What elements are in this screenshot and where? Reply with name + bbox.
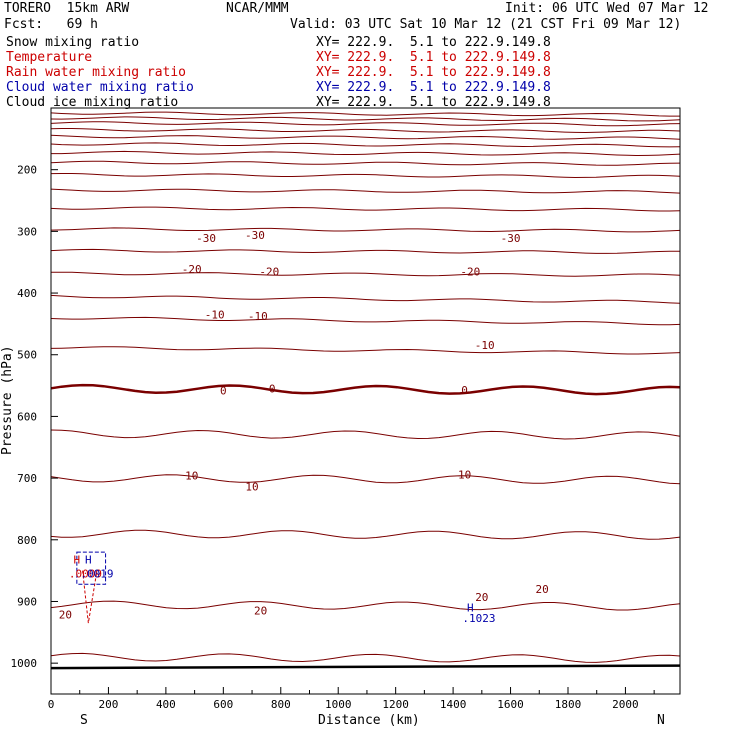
y-tick-label: 1000 bbox=[11, 657, 38, 670]
contour-label: 20 bbox=[536, 583, 549, 596]
y-tick-label: 900 bbox=[17, 595, 37, 608]
isotherm-line bbox=[50, 294, 681, 304]
y-tick-label: 200 bbox=[17, 164, 37, 177]
isotherm-line bbox=[50, 652, 681, 663]
isotherm-line bbox=[50, 116, 681, 122]
extremum-marker: .1023 bbox=[462, 612, 495, 625]
cloud-contour bbox=[76, 551, 107, 585]
x-tick-label: 400 bbox=[156, 698, 176, 711]
extremum-marker: .0009 bbox=[69, 568, 102, 581]
legend-snow: Snow mixing ratio bbox=[6, 35, 140, 50]
contour-label-group: -30 -30 -30 -20 -20 -20 -10 -10 -10 0 0 0 10 10 10 20 20… bbox=[59, 229, 549, 625]
y-tick-label: 700 bbox=[17, 472, 37, 485]
isotherm-line bbox=[50, 111, 680, 117]
extremum-marker: .0019 bbox=[80, 568, 113, 581]
x-tick-label: 0 bbox=[48, 698, 55, 711]
header-center: NCAR/MMM bbox=[226, 1, 289, 16]
contour-label: 20 bbox=[475, 591, 488, 604]
contour-label: 0 bbox=[220, 385, 227, 398]
y-axis-label: Pressure (hPa) bbox=[0, 345, 15, 455]
legend-temp: Temperature bbox=[6, 50, 93, 65]
isotherm-line bbox=[50, 142, 681, 148]
contour-label: -30 bbox=[501, 232, 521, 245]
contour-label: 10 bbox=[185, 470, 198, 483]
y-tick-label: 400 bbox=[17, 287, 37, 300]
contour-label: -10 bbox=[475, 339, 495, 352]
x-tick-label: 1600 bbox=[497, 698, 524, 711]
isotherm-line bbox=[50, 429, 681, 440]
x-tick-label: 600 bbox=[213, 698, 233, 711]
extremum-marker: H bbox=[467, 602, 474, 615]
legend-cloud-ice-xy: XY= 222.9. 5.1 to 222.9.149.8 bbox=[316, 95, 551, 110]
isotherm-line bbox=[50, 316, 681, 326]
contour-label: 10 bbox=[245, 481, 258, 494]
isotherm-line bbox=[50, 346, 681, 355]
y-tick-label: 800 bbox=[17, 534, 37, 547]
x-tick-label: 1200 bbox=[382, 698, 409, 711]
legend-temp-xy: XY= 222.9. 5.1 to 222.9.149.8 bbox=[316, 50, 551, 65]
y-tick-label: 500 bbox=[17, 349, 37, 362]
x-tick-label: 800 bbox=[271, 698, 291, 711]
x-tick-label: 2000 bbox=[612, 698, 639, 711]
x-tick-label: 1400 bbox=[440, 698, 467, 711]
surface-line bbox=[50, 664, 681, 670]
header-valid: Valid: 03 UTC Sat 10 Mar 12 (21 CST Fri … bbox=[290, 17, 682, 32]
legend-rain-xy: XY= 222.9. 5.1 to 222.9.149.8 bbox=[316, 65, 551, 80]
isotherm-line bbox=[50, 227, 681, 233]
rain-contour bbox=[82, 570, 98, 624]
isotherm-group bbox=[50, 111, 681, 670]
contour-label: 0 bbox=[269, 383, 276, 396]
legend-cloud-water-xy: XY= 222.9. 5.1 to 222.9.149.8 bbox=[316, 80, 551, 95]
legend-rain: Rain water mixing ratio bbox=[6, 65, 187, 80]
endpoint-south: S bbox=[80, 713, 88, 728]
contour-label: -20 bbox=[259, 265, 279, 278]
contour-label: -30 bbox=[196, 232, 216, 245]
isotherm-line bbox=[50, 474, 681, 485]
isotherm-line bbox=[50, 383, 681, 396]
plot-frame bbox=[50, 107, 681, 695]
y-tick-label: 600 bbox=[17, 410, 37, 423]
isotherm-line bbox=[50, 529, 681, 540]
isotherm-line bbox=[50, 121, 681, 127]
isotherm-line bbox=[51, 150, 681, 157]
contour-label: -20 bbox=[182, 263, 202, 276]
x-tick-label: 1800 bbox=[555, 698, 582, 711]
contour-label: 20 bbox=[254, 605, 267, 618]
extremum-marker: H bbox=[85, 554, 92, 567]
y-tick-label: 300 bbox=[17, 225, 37, 238]
legend-snow-xy: XY= 222.9. 5.1 to 222.9.149.8 bbox=[316, 35, 551, 50]
contour-label: 10 bbox=[458, 468, 471, 481]
legend-cloud-water: Cloud water mixing ratio bbox=[6, 80, 194, 95]
contour-label: -30 bbox=[245, 229, 265, 242]
isotherm-line bbox=[50, 206, 681, 212]
isotherm-line bbox=[50, 128, 681, 134]
contour-label: -10 bbox=[248, 310, 268, 323]
extremum-marker: H bbox=[74, 554, 81, 567]
contour-label: 20 bbox=[59, 608, 72, 621]
isotherm-line bbox=[50, 600, 681, 611]
x-tick-label: 1000 bbox=[325, 698, 352, 711]
header-model: TORERO 15km ARW bbox=[4, 1, 130, 16]
isotherm-line bbox=[51, 271, 681, 277]
x-axis-label: Distance (km) bbox=[318, 713, 420, 728]
isotherm-line bbox=[50, 188, 681, 194]
header-init: Init: 06 UTC Wed 07 Mar 12 bbox=[505, 1, 709, 16]
contour-label: -10 bbox=[205, 309, 225, 322]
isotherm-line bbox=[50, 134, 681, 140]
rain-cloud-contours bbox=[76, 551, 107, 624]
isotherm-line bbox=[50, 248, 680, 254]
axes-group: 0 200 400 600 800 1000 1200 1400 1600 1800 2000200… bbox=[11, 107, 681, 711]
contour-label: -20 bbox=[460, 265, 480, 278]
legend-cloud-ice: Cloud ice mixing ratio bbox=[6, 95, 179, 110]
endpoint-north: N bbox=[657, 713, 665, 728]
isotherm-line bbox=[50, 173, 681, 179]
isotherm-line bbox=[50, 160, 681, 166]
x-tick-label: 200 bbox=[99, 698, 119, 711]
header-fcst: Fcst: 69 h bbox=[4, 17, 98, 32]
contour-label: 0 bbox=[461, 384, 468, 397]
